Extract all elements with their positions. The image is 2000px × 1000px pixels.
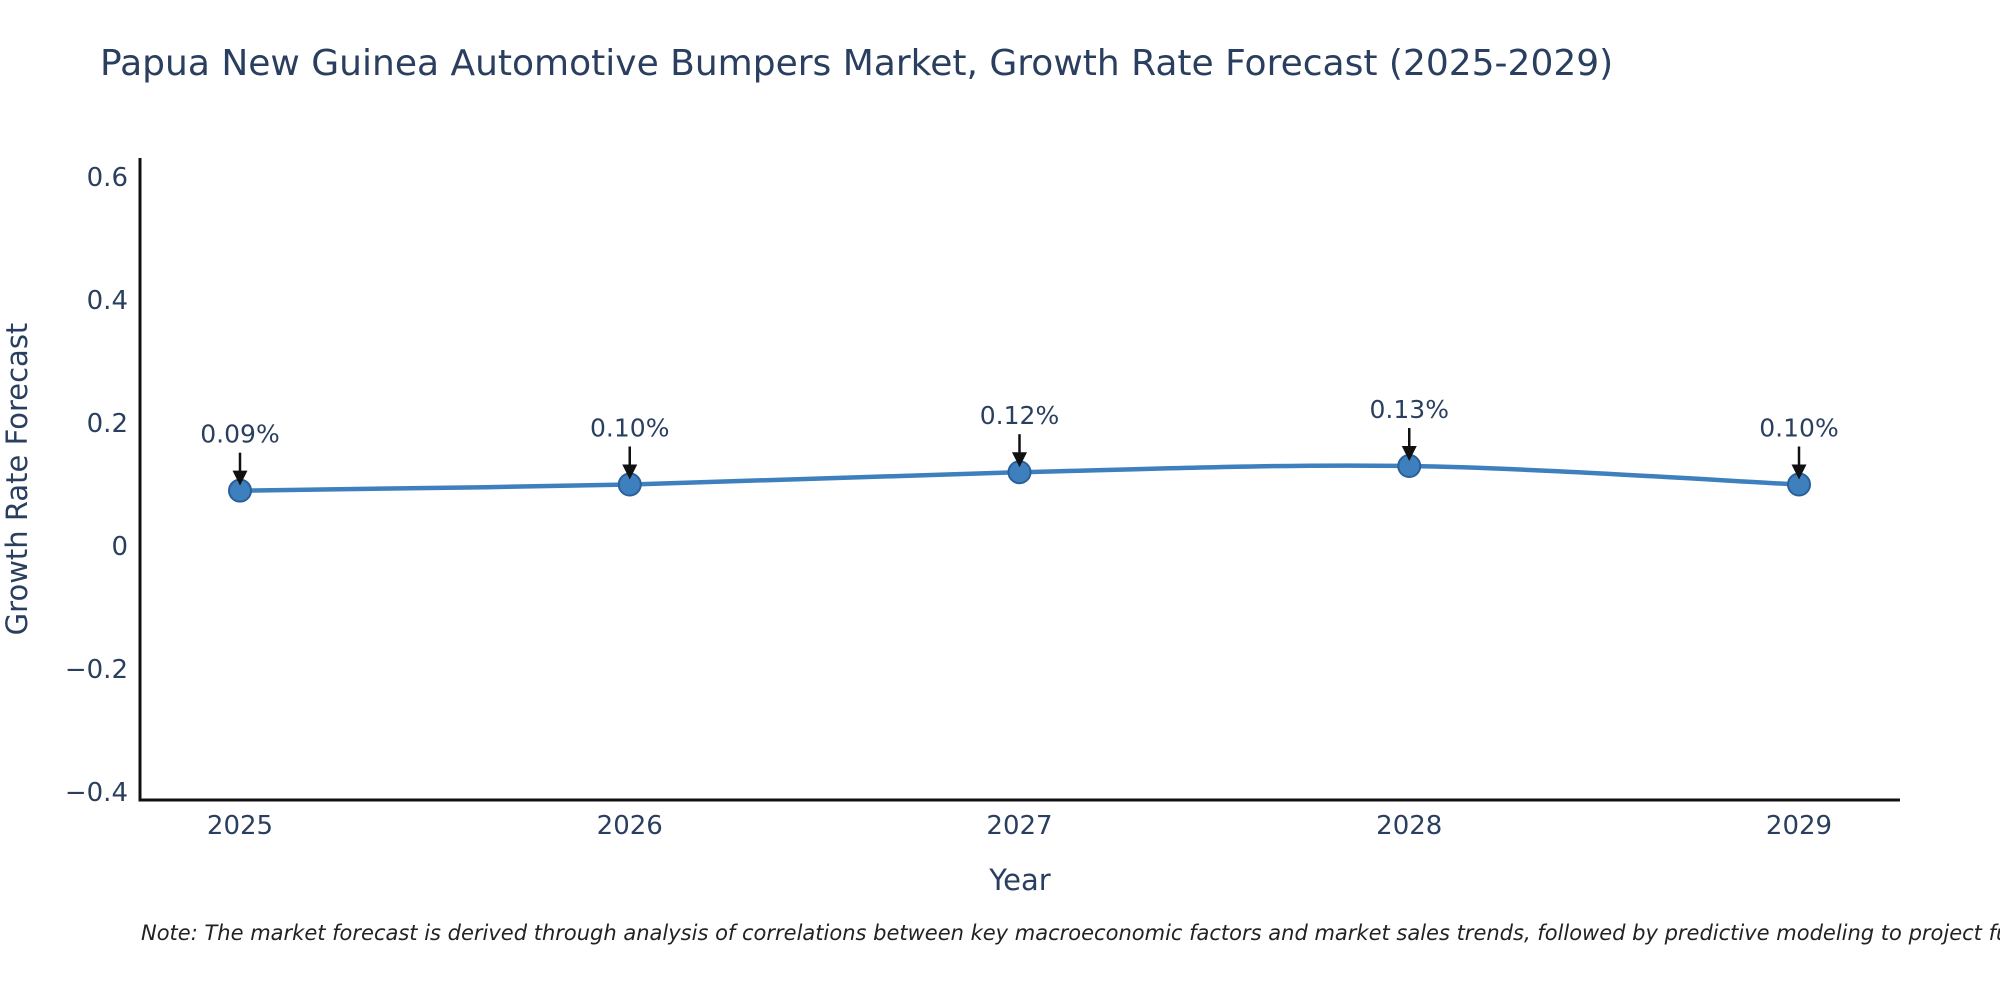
footnote: Note: The market forecast is derived thr…	[141, 921, 2000, 945]
y-tick-label: −0.4	[65, 778, 128, 808]
y-axis-title: Growth Rate Forecast	[0, 323, 34, 636]
y-tick-label: −0.2	[65, 655, 128, 685]
y-tick-label: 0.2	[87, 409, 128, 439]
data-point-label: 0.12%	[980, 401, 1059, 430]
x-tick-label: 2028	[1376, 811, 1442, 841]
x-tick-label: 2029	[1766, 811, 1832, 841]
data-point-label: 0.09%	[200, 420, 279, 449]
x-axis-title: Year	[988, 863, 1050, 897]
y-tick-label: 0.4	[87, 286, 128, 316]
x-tick-label: 2027	[986, 811, 1052, 841]
y-tick-label: 0.6	[87, 163, 128, 193]
axis-lines	[138, 158, 1900, 802]
data-point-label: 0.10%	[1759, 414, 1838, 443]
data-point-label: 0.13%	[1370, 395, 1449, 424]
x-tick-label: 2025	[207, 811, 273, 841]
annotation-arrowhead-icon	[622, 464, 638, 480]
annotation-arrowhead-icon	[1012, 452, 1027, 468]
data-point-label: 0.10%	[590, 414, 669, 443]
y-tick-label: 0	[111, 532, 128, 562]
annotation-arrowhead-icon	[232, 470, 248, 486]
chart-title: Papua New Guinea Automotive Bumpers Mark…	[100, 43, 1614, 84]
annotation-arrowhead-icon	[1401, 446, 1417, 462]
annotation-arrowhead-icon	[1791, 464, 1807, 480]
x-tick-label: 2026	[597, 811, 663, 841]
